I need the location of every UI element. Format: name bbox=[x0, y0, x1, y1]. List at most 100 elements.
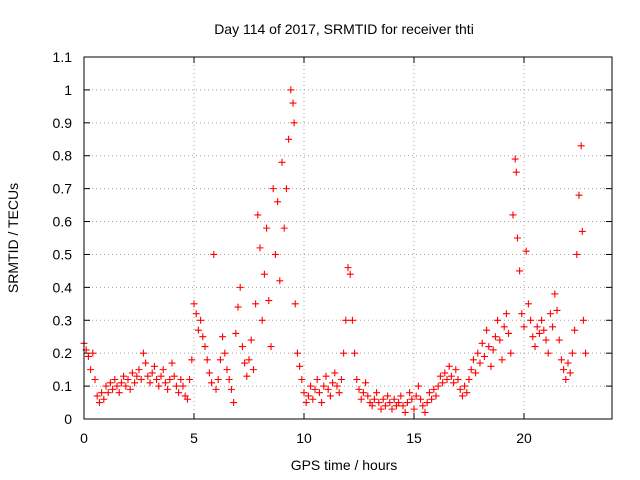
data-point bbox=[192, 310, 200, 318]
data-point bbox=[265, 297, 273, 305]
data-point bbox=[384, 392, 392, 400]
data-point bbox=[461, 382, 469, 390]
data-point bbox=[527, 316, 535, 324]
data-point bbox=[483, 326, 491, 334]
data-point bbox=[439, 379, 447, 387]
data-point bbox=[104, 389, 112, 397]
data-point bbox=[533, 323, 541, 331]
data-point bbox=[252, 300, 260, 308]
data-point bbox=[421, 408, 429, 416]
data-point bbox=[575, 191, 583, 199]
data-point bbox=[346, 270, 354, 278]
data-point bbox=[221, 349, 229, 357]
data-point bbox=[401, 408, 409, 416]
data-point bbox=[403, 399, 411, 407]
x-tick-label: 20 bbox=[516, 430, 532, 446]
data-point bbox=[511, 155, 519, 163]
data-point bbox=[348, 316, 356, 324]
data-point bbox=[390, 395, 398, 403]
data-point bbox=[423, 399, 431, 407]
data-point bbox=[263, 224, 271, 232]
data-point bbox=[417, 395, 425, 403]
data-point bbox=[113, 382, 121, 390]
data-point bbox=[480, 352, 488, 360]
data-point bbox=[289, 99, 297, 107]
data-point bbox=[377, 405, 385, 413]
data-point bbox=[135, 366, 143, 374]
data-point bbox=[379, 395, 387, 403]
data-point bbox=[513, 234, 521, 242]
data-point bbox=[512, 168, 520, 176]
data-point bbox=[571, 326, 579, 334]
data-point bbox=[307, 382, 315, 390]
data-point bbox=[333, 382, 341, 390]
data-point bbox=[234, 303, 242, 311]
data-point bbox=[507, 349, 515, 357]
grid bbox=[84, 57, 612, 419]
data-point bbox=[146, 379, 154, 387]
data-point bbox=[256, 244, 264, 252]
data-point bbox=[170, 372, 178, 380]
data-point bbox=[472, 369, 480, 377]
y-tick-label: 0.1 bbox=[53, 378, 73, 394]
data-point bbox=[210, 250, 218, 258]
data-point bbox=[450, 379, 458, 387]
data-point bbox=[469, 356, 477, 364]
data-point bbox=[164, 385, 172, 393]
data-point bbox=[546, 310, 554, 318]
data-point bbox=[344, 264, 352, 272]
data-point bbox=[280, 224, 288, 232]
data-point bbox=[368, 402, 376, 410]
data-point bbox=[535, 329, 543, 337]
data-point bbox=[452, 366, 460, 374]
data-point bbox=[520, 323, 528, 331]
data-point bbox=[95, 399, 103, 407]
data-point bbox=[516, 267, 524, 275]
data-point bbox=[236, 283, 244, 291]
data-point bbox=[111, 376, 119, 384]
data-point bbox=[395, 399, 403, 407]
data-point bbox=[139, 349, 147, 357]
data-point bbox=[342, 316, 350, 324]
data-point bbox=[531, 343, 539, 351]
data-point bbox=[549, 323, 557, 331]
data-point bbox=[381, 402, 389, 410]
data-point bbox=[179, 382, 187, 390]
data-point bbox=[276, 277, 284, 285]
data-point bbox=[309, 395, 317, 403]
data-point bbox=[557, 356, 565, 364]
data-point bbox=[124, 376, 132, 384]
data-point bbox=[153, 376, 161, 384]
data-point bbox=[157, 372, 165, 380]
data-point bbox=[441, 369, 449, 377]
data-point bbox=[573, 250, 581, 258]
data-point bbox=[117, 379, 125, 387]
data-point bbox=[406, 389, 414, 397]
data-point bbox=[364, 392, 372, 400]
data-point bbox=[410, 405, 418, 413]
y-tick-label: 0 bbox=[64, 411, 72, 427]
data-point bbox=[245, 356, 253, 364]
data-point bbox=[359, 389, 367, 397]
data-point bbox=[87, 366, 95, 374]
data-point bbox=[428, 395, 436, 403]
data-point bbox=[100, 395, 108, 403]
data-point bbox=[551, 290, 559, 298]
data-point bbox=[498, 356, 506, 364]
data-point bbox=[243, 372, 251, 380]
data-point bbox=[577, 142, 585, 150]
data-point bbox=[445, 362, 453, 370]
data-point bbox=[161, 379, 169, 387]
y-tick-label: 0.5 bbox=[53, 246, 73, 262]
data-point bbox=[271, 250, 279, 258]
data-point bbox=[208, 379, 216, 387]
data-point bbox=[324, 385, 332, 393]
data-point bbox=[562, 376, 570, 384]
data-point bbox=[414, 382, 422, 390]
data-point bbox=[476, 359, 484, 367]
data-point bbox=[298, 376, 306, 384]
y-axis-label: SRMTID / TECUs bbox=[5, 183, 21, 293]
data-point bbox=[458, 392, 466, 400]
data-point bbox=[285, 135, 293, 143]
data-point bbox=[485, 343, 493, 351]
